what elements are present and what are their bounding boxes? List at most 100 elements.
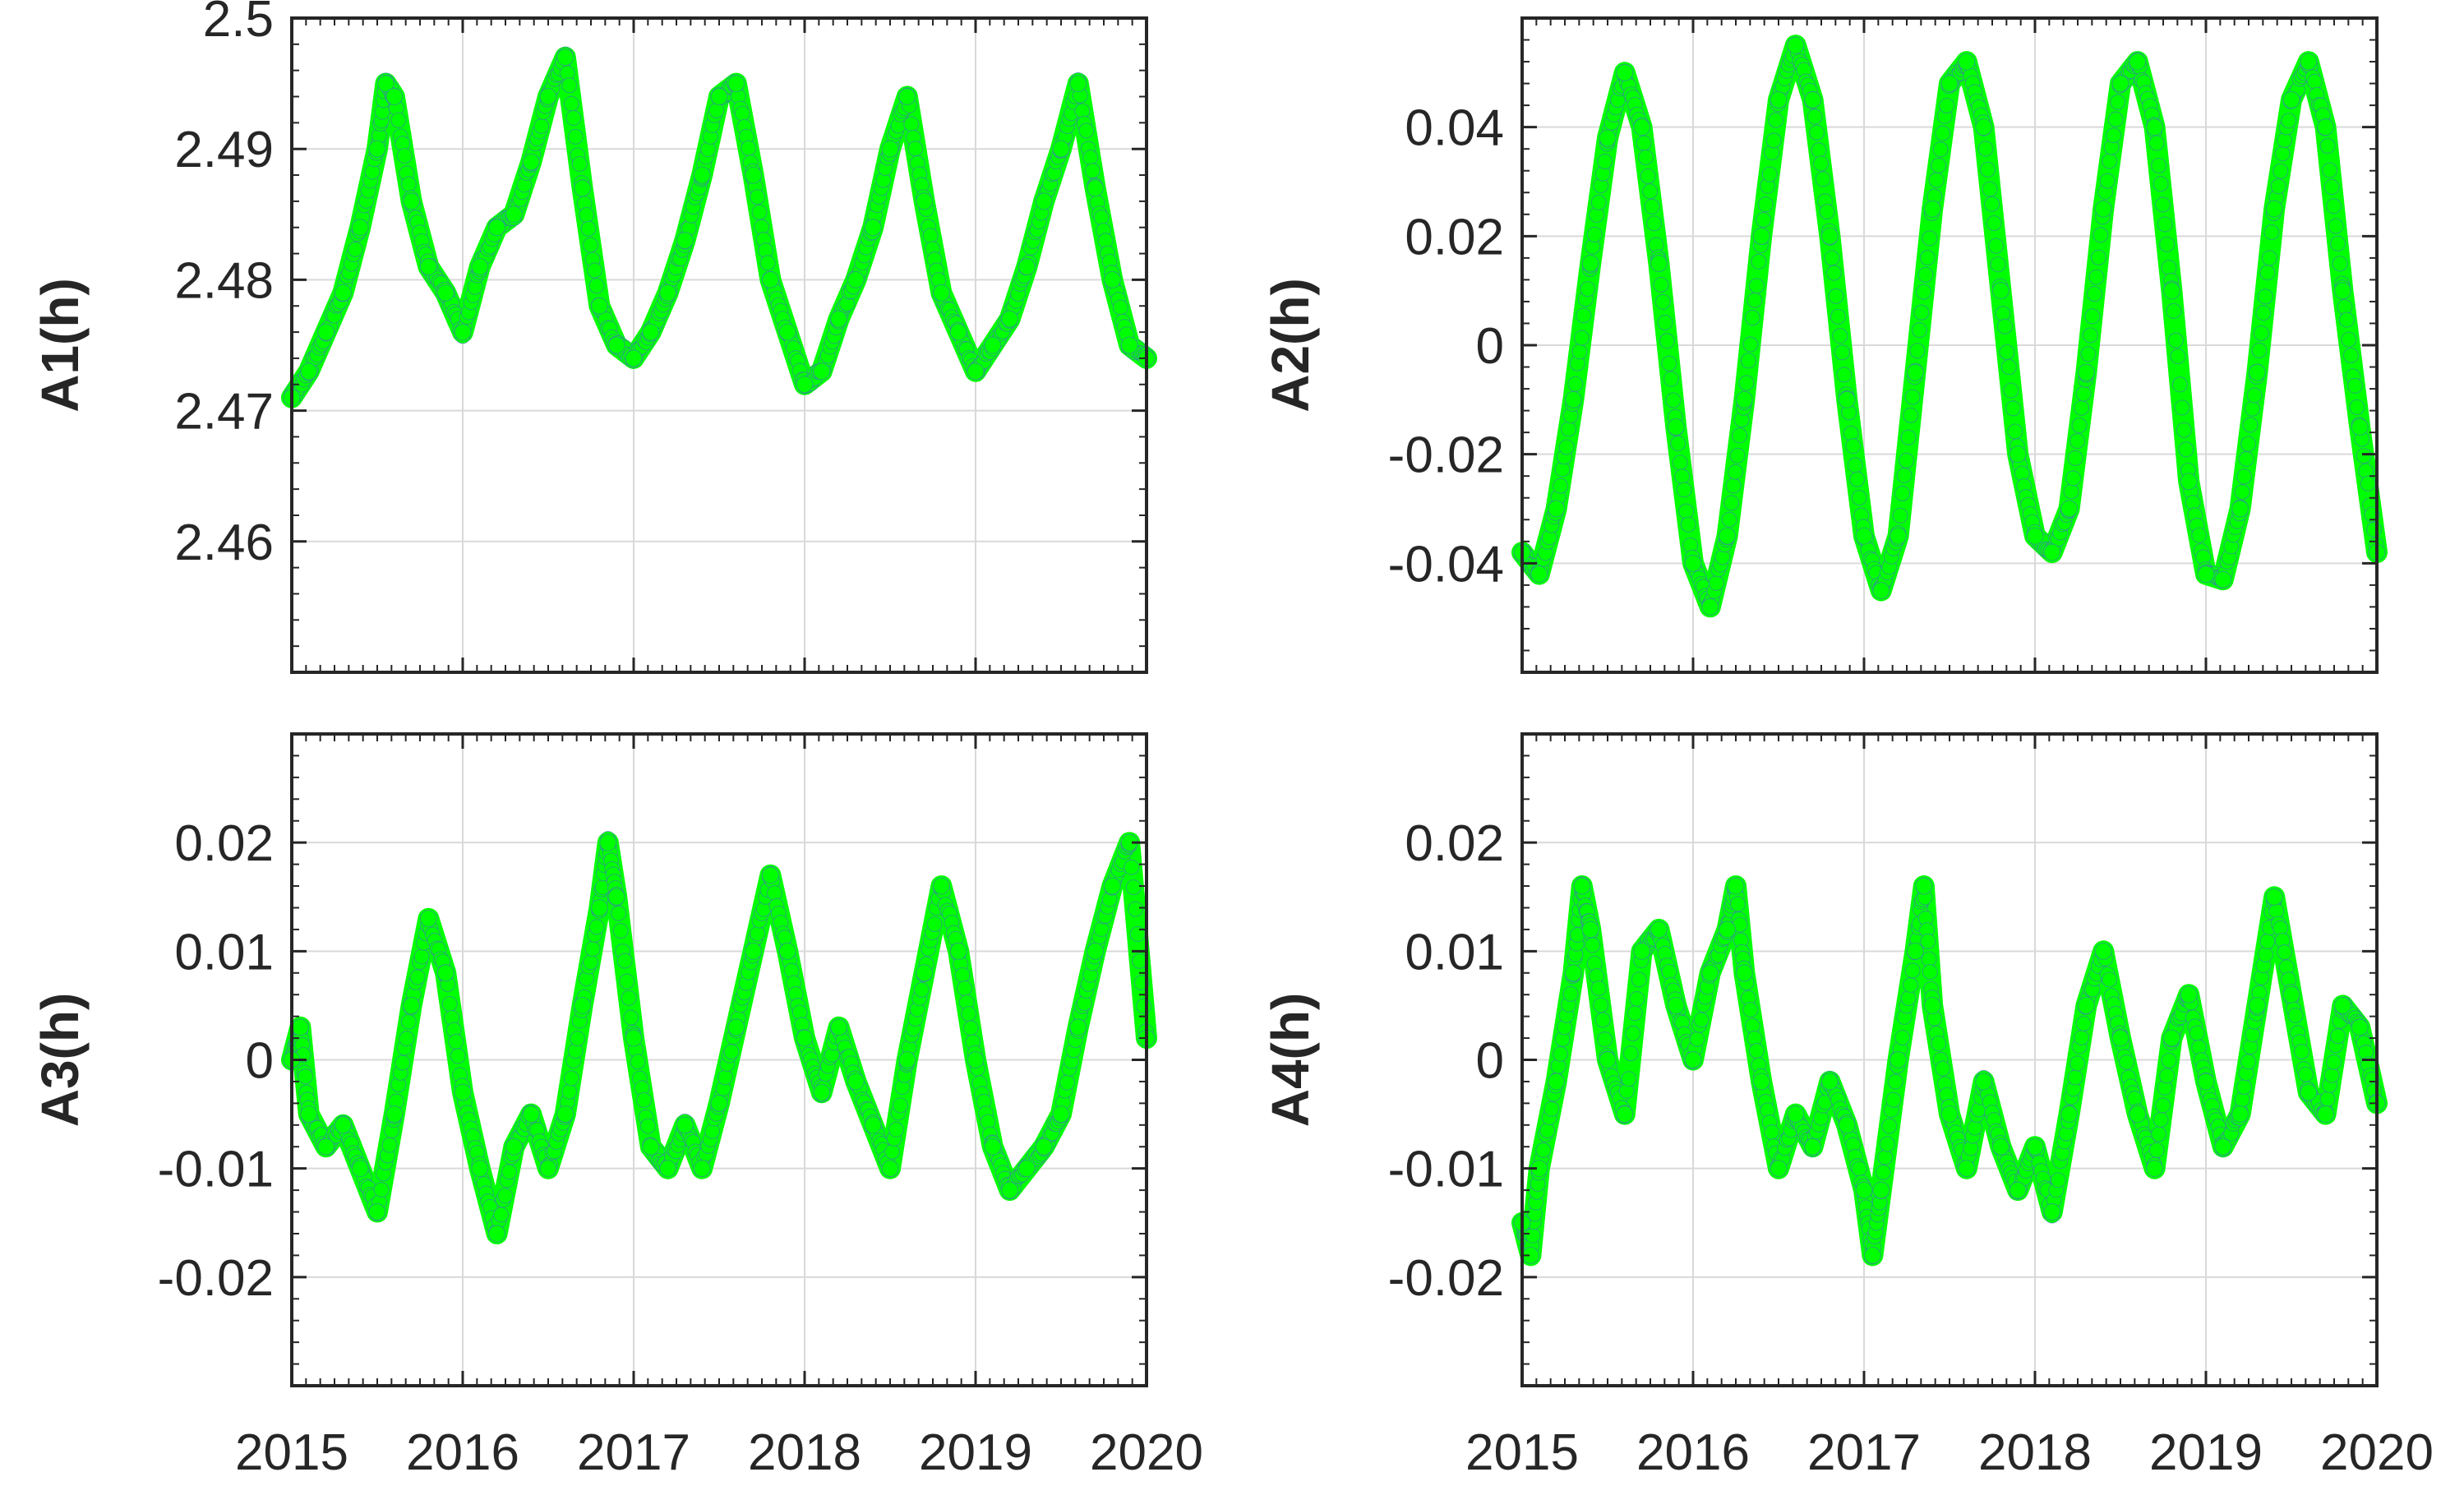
data-point — [436, 964, 455, 982]
data-point — [1748, 1042, 1765, 1059]
data-point — [1939, 97, 1955, 114]
data-point — [2356, 448, 2372, 464]
data-point — [1000, 1181, 1019, 1199]
data-point — [1552, 478, 1569, 494]
data-point — [847, 270, 865, 288]
y-axis-label: A1(h) — [30, 278, 90, 413]
data-point — [2162, 282, 2180, 300]
data-point — [1124, 859, 1140, 875]
data-point — [496, 1188, 514, 1204]
x-tick-label: 2015 — [1465, 1424, 1579, 1481]
data-point — [2111, 74, 2129, 93]
data-point — [351, 1160, 369, 1178]
data-point — [1621, 1071, 1637, 1087]
y-axis-label: A2(h) — [1261, 278, 1320, 413]
data-point — [396, 147, 413, 164]
y-tick-label: 0.02 — [1405, 815, 1504, 872]
y-tick-label: 0.01 — [1405, 924, 1504, 981]
data-point — [2366, 521, 2383, 538]
data-point — [1832, 327, 1848, 344]
data-point — [2065, 470, 2082, 487]
data-point — [2274, 145, 2291, 162]
series-markers — [1513, 876, 2386, 1265]
data-point — [2342, 347, 2359, 364]
y-tick-label: 2.46 — [174, 515, 274, 571]
data-point — [2174, 399, 2190, 416]
data-point — [915, 964, 934, 982]
data-point — [1659, 333, 1675, 349]
data-point — [984, 336, 1002, 354]
data-point — [2282, 90, 2300, 109]
data-point — [1872, 1181, 1890, 1199]
data-point — [1811, 142, 1827, 159]
data-point — [2093, 227, 2109, 243]
data-point — [448, 1033, 464, 1050]
data-point — [2197, 1073, 2215, 1091]
data-point — [881, 140, 899, 158]
data-point — [1757, 196, 1774, 213]
data-point — [317, 323, 335, 341]
x-tick-label: 2016 — [1636, 1424, 1750, 1481]
data-point — [2106, 127, 2122, 144]
data-point — [1590, 981, 1607, 997]
data-point — [1723, 495, 1740, 511]
data-point — [796, 1029, 814, 1047]
y-tick-label: 2.48 — [174, 252, 274, 309]
data-point — [1701, 964, 1719, 982]
data-point — [727, 1018, 745, 1036]
data-point — [1975, 1073, 1993, 1091]
data-point — [2170, 348, 2186, 365]
data-point — [2214, 570, 2232, 588]
data-point — [368, 1202, 386, 1221]
data-point — [1834, 344, 1850, 361]
data-point — [1616, 63, 1634, 81]
data-point — [1740, 353, 1756, 369]
data-point — [1581, 921, 1599, 939]
data-point — [1552, 1045, 1569, 1062]
data-point — [2328, 218, 2344, 234]
data-point — [1922, 230, 1938, 247]
data-point — [961, 1005, 977, 1022]
data-point — [2094, 942, 2112, 960]
data-point — [2067, 1069, 2083, 1086]
data-point — [1898, 452, 1915, 469]
data-point — [2265, 200, 2283, 218]
data-point — [635, 1091, 653, 1109]
data-point — [522, 1105, 540, 1124]
data-point — [1599, 129, 1617, 147]
data-point — [561, 77, 578, 94]
data-point — [744, 942, 763, 960]
data-point — [1849, 471, 1866, 487]
data-point — [1932, 141, 1949, 158]
data-point — [2251, 342, 2268, 358]
data-point — [1035, 192, 1053, 210]
data-point — [390, 112, 407, 128]
data-point — [1637, 149, 1654, 166]
data-point — [2154, 1097, 2171, 1114]
x-tick-label: 2018 — [1978, 1424, 2092, 1481]
data-point — [1093, 210, 1110, 226]
data-point — [413, 948, 430, 965]
data-point — [584, 940, 601, 958]
data-point — [300, 362, 318, 381]
data-point — [1593, 997, 1609, 1013]
data-point — [556, 48, 574, 67]
data-point — [2270, 178, 2286, 195]
data-point — [881, 1160, 899, 1178]
data-point — [563, 95, 579, 112]
data-point — [1820, 1073, 1839, 1091]
y-tick-label: 2.49 — [174, 122, 274, 178]
data-point — [2161, 260, 2177, 276]
data-point — [607, 888, 625, 906]
data-point — [501, 1164, 518, 1180]
data-point — [1881, 1118, 1898, 1134]
data-point — [1086, 179, 1105, 197]
data-point — [710, 87, 728, 106]
data-point — [1770, 90, 1788, 109]
data-point — [2111, 1029, 2129, 1047]
data-point — [2153, 176, 2169, 192]
data-point — [2150, 1126, 2167, 1142]
data-point — [1082, 150, 1099, 166]
data-point — [1915, 284, 1931, 300]
